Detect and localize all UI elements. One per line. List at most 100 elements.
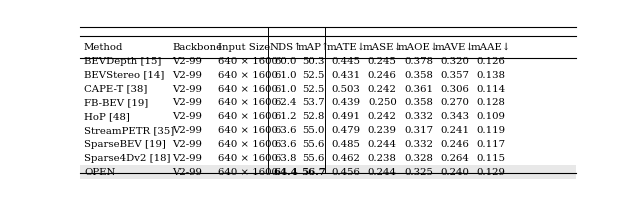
Text: 52.5: 52.5 [303, 71, 325, 80]
Text: V2-99: V2-99 [172, 154, 202, 163]
Text: 0.320: 0.320 [440, 57, 469, 66]
Text: 640 × 1600: 640 × 1600 [218, 126, 278, 135]
Text: 0.357: 0.357 [440, 71, 469, 80]
Text: BEVDepth [15]: BEVDepth [15] [84, 57, 161, 66]
Text: 0.238: 0.238 [368, 154, 397, 163]
Text: 0.270: 0.270 [440, 98, 469, 108]
Text: 0.126: 0.126 [477, 57, 506, 66]
Text: 640 × 1600: 640 × 1600 [218, 168, 278, 177]
Text: 63.6: 63.6 [275, 126, 297, 135]
Text: 60.0: 60.0 [275, 57, 297, 66]
Text: 52.8: 52.8 [303, 112, 325, 121]
Text: mAVE↓: mAVE↓ [435, 43, 475, 52]
Text: 0.358: 0.358 [404, 71, 433, 80]
Text: 0.479: 0.479 [332, 126, 360, 135]
Text: 0.378: 0.378 [404, 57, 433, 66]
Text: 0.343: 0.343 [440, 112, 469, 121]
Text: Backbone: Backbone [172, 43, 222, 52]
Text: 0.114: 0.114 [476, 85, 506, 94]
Text: 55.6: 55.6 [303, 140, 325, 149]
Text: 0.119: 0.119 [476, 126, 506, 135]
Text: 62.4: 62.4 [275, 98, 297, 108]
Text: 0.325: 0.325 [404, 168, 433, 177]
Text: BEVStereo [14]: BEVStereo [14] [84, 71, 164, 80]
Text: mASE↓: mASE↓ [362, 43, 403, 52]
Text: Method: Method [84, 43, 124, 52]
Text: NDS↑: NDS↑ [269, 43, 302, 52]
Text: 0.250: 0.250 [368, 98, 397, 108]
Text: 0.491: 0.491 [332, 112, 360, 121]
Text: 61.0: 61.0 [275, 71, 297, 80]
Text: 55.0: 55.0 [303, 126, 325, 135]
Text: 0.245: 0.245 [368, 57, 397, 66]
Text: 640 × 1600: 640 × 1600 [218, 71, 278, 80]
Text: 0.246: 0.246 [368, 71, 397, 80]
Text: 0.503: 0.503 [332, 85, 360, 94]
Text: 0.462: 0.462 [332, 154, 360, 163]
Text: 0.332: 0.332 [404, 112, 433, 121]
Text: 0.242: 0.242 [368, 85, 397, 94]
Text: 0.246: 0.246 [440, 140, 469, 149]
Text: 0.306: 0.306 [440, 85, 469, 94]
Text: 50.3: 50.3 [303, 57, 325, 66]
Text: 0.241: 0.241 [440, 126, 469, 135]
Text: 0.244: 0.244 [368, 140, 397, 149]
Text: mAP↑: mAP↑ [298, 43, 330, 52]
Text: 63.6: 63.6 [275, 140, 297, 149]
Text: V2-99: V2-99 [172, 168, 202, 177]
Text: mAAE↓: mAAE↓ [471, 43, 511, 52]
Text: 0.117: 0.117 [476, 140, 506, 149]
Text: 0.129: 0.129 [477, 168, 506, 177]
Bar [80, 165, 576, 179]
Text: 0.138: 0.138 [476, 71, 506, 80]
Text: 640 × 1600: 640 × 1600 [218, 57, 278, 66]
Text: SparseBEV [19]: SparseBEV [19] [84, 140, 166, 149]
Text: StreamPETR [35]: StreamPETR [35] [84, 126, 174, 135]
Text: V2-99: V2-99 [172, 112, 202, 121]
Text: Sparse4Dv2 [18]: Sparse4Dv2 [18] [84, 154, 170, 163]
Text: V2-99: V2-99 [172, 71, 202, 80]
Text: Input Size: Input Size [218, 43, 271, 52]
Text: 0.242: 0.242 [368, 112, 397, 121]
Text: 61.0: 61.0 [275, 85, 297, 94]
Text: 0.317: 0.317 [404, 126, 433, 135]
Text: 64.4: 64.4 [273, 168, 298, 177]
Text: mATE↓: mATE↓ [326, 43, 365, 52]
Text: V2-99: V2-99 [172, 57, 202, 66]
Text: 63.8: 63.8 [275, 154, 297, 163]
Text: 0.439: 0.439 [332, 98, 360, 108]
Text: 0.456: 0.456 [332, 168, 360, 177]
Text: 0.239: 0.239 [368, 126, 397, 135]
Text: OPEN: OPEN [84, 168, 115, 177]
Text: 640 × 1600: 640 × 1600 [218, 140, 278, 149]
Text: V2-99: V2-99 [172, 126, 202, 135]
Text: 55.6: 55.6 [303, 154, 325, 163]
Text: 640 × 1600: 640 × 1600 [218, 154, 278, 163]
Text: 0.264: 0.264 [440, 154, 469, 163]
Text: 0.361: 0.361 [404, 85, 433, 94]
Text: 0.128: 0.128 [477, 98, 506, 108]
Text: 0.445: 0.445 [332, 57, 360, 66]
Text: 0.115: 0.115 [476, 154, 506, 163]
Text: 56.7: 56.7 [301, 168, 326, 177]
Text: V2-99: V2-99 [172, 98, 202, 108]
Text: 53.7: 53.7 [303, 98, 325, 108]
Text: 640 × 1600: 640 × 1600 [218, 112, 278, 121]
Text: 0.485: 0.485 [332, 140, 360, 149]
Text: mAOE↓: mAOE↓ [398, 43, 439, 52]
Text: V2-99: V2-99 [172, 140, 202, 149]
Text: 0.244: 0.244 [368, 168, 397, 177]
Text: 640 × 1600: 640 × 1600 [218, 98, 278, 108]
Text: 52.5: 52.5 [303, 85, 325, 94]
Text: V2-99: V2-99 [172, 85, 202, 94]
Text: 640 × 1600: 640 × 1600 [218, 85, 278, 94]
Text: 0.328: 0.328 [404, 154, 433, 163]
Text: 61.2: 61.2 [275, 112, 297, 121]
Text: HoP [48]: HoP [48] [84, 112, 130, 121]
Text: 0.358: 0.358 [404, 98, 433, 108]
Text: 0.332: 0.332 [404, 140, 433, 149]
Text: CAPE-T [38]: CAPE-T [38] [84, 85, 147, 94]
Text: FB-BEV [19]: FB-BEV [19] [84, 98, 148, 108]
Text: 0.240: 0.240 [440, 168, 469, 177]
Text: 0.431: 0.431 [332, 71, 361, 80]
